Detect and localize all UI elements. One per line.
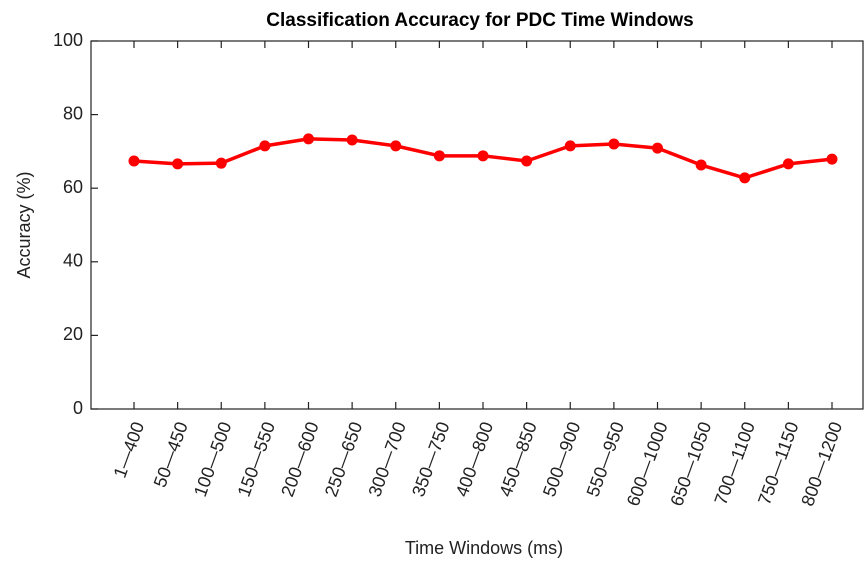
data-point [564,140,576,152]
x-tick-label: 600—1000 [623,419,672,509]
chart-title: Classification Accuracy for PDC Time Win… [266,10,693,31]
data-point [477,150,489,162]
x-tick-label: 400—800 [452,419,497,499]
data-point [172,158,184,170]
x-tick-label: 800—1200 [797,419,846,509]
y-tick-label: 40 [63,251,83,271]
y-tick-label: 0 [73,398,83,418]
x-tick-label: 350—750 [408,419,453,499]
y-tick-label: 100 [53,30,83,50]
x-tick-label: 650—1050 [666,419,715,509]
data-point [259,140,271,152]
y-tick-label: 60 [63,177,83,197]
plot-frame [90,40,864,410]
x-tick-label: 450—850 [495,419,540,499]
data-point [608,138,620,150]
x-tick-label: 500—900 [539,419,584,499]
data-point [695,159,707,171]
data-point [652,142,663,154]
data-point [128,155,140,167]
data-point [826,153,838,165]
x-tick-label: 200—600 [277,419,322,499]
x-tick-label: 1—400 [110,419,149,480]
x-tick-label: 100—500 [190,419,235,499]
data-point [390,140,402,152]
x-tick-label: 550—950 [583,419,628,499]
y-axis-label: Accuracy (%) [14,171,34,278]
x-axis-label: Time Windows (ms) [405,538,563,558]
x-tick-label: 300—700 [364,419,409,499]
data-point [346,134,358,146]
data-point [303,133,314,145]
data-point [521,155,533,167]
data-point [739,172,751,184]
data-point [215,157,227,169]
x-tick-label: 250—650 [321,419,366,499]
data-point [782,158,794,170]
x-tick-label: 700—1100 [711,419,759,507]
data-point [433,150,445,162]
y-tick-label: 20 [63,324,83,344]
y-tick-label: 80 [63,103,83,123]
x-tick-label: 50—450 [150,419,192,490]
x-tick-label: 750—1150 [754,419,802,507]
x-tick-label: 150—550 [234,419,279,499]
